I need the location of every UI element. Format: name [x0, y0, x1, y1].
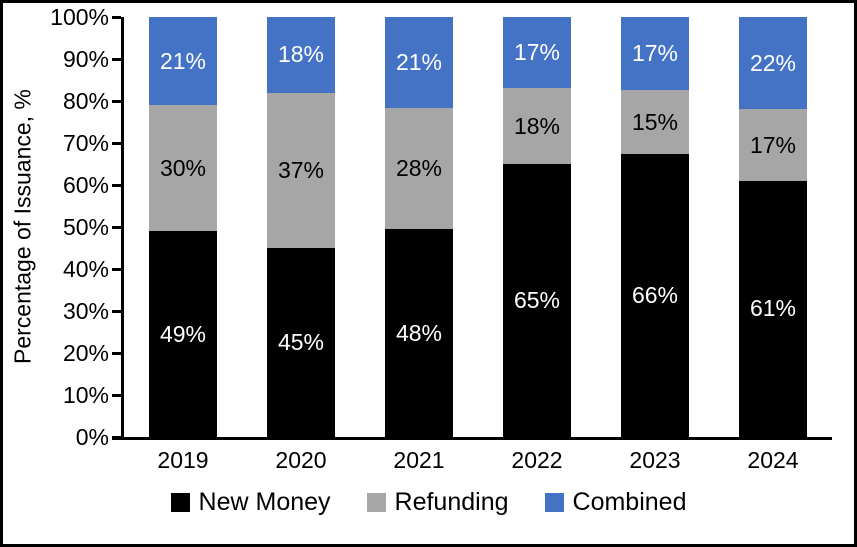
bar-segment-refunding[interactable]: 15% [621, 89, 689, 155]
y-tick-label: 70% [62, 130, 109, 156]
bar-value-label: 17% [631, 39, 679, 66]
bar-column-2023: 66% 15% 17% [596, 17, 714, 437]
y-tick-label: 10% [62, 382, 109, 408]
y-tick-label: 20% [62, 340, 109, 366]
y-tick-mark [112, 310, 121, 313]
bar-segment-combined[interactable]: 17% [503, 17, 571, 89]
legend: New Money Refunding Combined [3, 487, 854, 517]
bar-value-label: 61% [749, 295, 797, 322]
bar-segment-combined[interactable]: 21% [385, 17, 453, 108]
bar-segment-refunding[interactable]: 37% [267, 92, 335, 248]
legend-item-new-money[interactable]: New Money [170, 487, 331, 516]
bar-value-label: 30% [159, 154, 207, 181]
y-tick-label: 60% [62, 172, 109, 198]
x-category-label-2022: 2022 [511, 447, 563, 473]
y-tick-mark [112, 16, 121, 19]
y-axis-line [121, 17, 124, 440]
legend-swatch-combined [544, 492, 564, 512]
y-tick-label: 50% [62, 214, 109, 240]
y-tick-label: 40% [62, 256, 109, 282]
legend-item-combined[interactable]: Combined [544, 487, 687, 516]
x-category-label-2019: 2019 [157, 447, 209, 473]
bar-value-label: 21% [159, 47, 207, 74]
bar-stack-2021: 48% 28% 21% [385, 17, 453, 437]
bar-segment-refunding[interactable]: 18% [503, 88, 571, 164]
y-tick-mark [112, 142, 121, 145]
y-tick-label: 0% [75, 424, 109, 450]
bar-value-label: 28% [395, 155, 443, 182]
bar-value-label: 65% [513, 287, 561, 313]
bar-value-label: 21% [395, 48, 443, 75]
bar-segment-combined[interactable]: 21% [149, 17, 217, 106]
legend-item-refunding[interactable]: Refunding [366, 487, 509, 516]
y-tick-label: 90% [62, 46, 109, 72]
legend-label: New Money [198, 487, 331, 516]
bar-value-label: 37% [277, 156, 325, 183]
y-tick-label: 80% [62, 88, 109, 114]
bar-segment-combined[interactable]: 17% [621, 17, 689, 90]
bar-segment-refunding[interactable]: 30% [149, 105, 217, 232]
bar-stack-2024: 61% 17% 22% [739, 17, 807, 437]
plot-area: 49% 30% 21% 45% 37% 18% 48% 28% 21% 65% 18% 17% 66% 1… [124, 17, 832, 437]
bar-value-label: 48% [395, 319, 443, 346]
bar-segment-new-money[interactable]: 65% [503, 164, 571, 437]
y-tick-mark [112, 184, 121, 187]
bar-column-2020: 45% 37% 18% [242, 17, 360, 437]
bar-stack-2022: 65% 18% 17% [503, 17, 571, 437]
y-tick-mark [112, 268, 121, 271]
bar-value-label: 17% [749, 131, 797, 158]
bar-value-label: 15% [631, 108, 679, 135]
legend-swatch-refunding [366, 492, 386, 512]
x-category-label-2020: 2020 [275, 447, 327, 473]
bar-column-2021: 48% 28% 21% [360, 17, 478, 437]
legend-label: Refunding [394, 487, 509, 516]
bar-segment-new-money[interactable]: 49% [149, 231, 217, 437]
bar-column-2024: 61% 17% 22% [714, 17, 832, 437]
x-axis-labels: 2019 2020 2021 2022 2023 2024 [124, 446, 832, 474]
bar-value-label: 49% [159, 320, 207, 347]
y-tick-label: 100% [50, 4, 109, 30]
y-tick-mark [112, 394, 121, 397]
x-axis-line [112, 437, 832, 440]
x-category-label-2024: 2024 [747, 447, 799, 473]
bar-column-2022: 65% 18% 17% [478, 17, 596, 437]
bar-stack-2020: 45% 37% 18% [267, 17, 335, 437]
x-category-label-2021: 2021 [393, 447, 445, 473]
bar-value-label: 45% [277, 329, 325, 355]
legend-swatch-new-money [170, 492, 190, 512]
bar-value-label: 22% [749, 49, 797, 76]
bar-segment-combined[interactable]: 18% [267, 17, 335, 93]
legend-label: Combined [572, 487, 687, 516]
bar-segment-new-money[interactable]: 45% [267, 248, 335, 437]
bar-segment-new-money[interactable]: 61% [739, 180, 807, 437]
bar-column-2019: 49% 30% 21% [124, 17, 242, 437]
bar-segment-new-money[interactable]: 66% [621, 154, 689, 437]
bar-stack-2023: 66% 15% 17% [621, 17, 689, 437]
bar-value-label: 17% [513, 39, 561, 66]
bar-segment-refunding[interactable]: 17% [739, 109, 807, 181]
y-tick-label: 30% [62, 298, 109, 324]
y-tick-mark [112, 100, 121, 103]
y-tick-mark [112, 352, 121, 355]
y-tick-mark [112, 58, 121, 61]
y-tick-mark [112, 436, 121, 439]
bar-value-label: 66% [631, 282, 679, 309]
bar-value-label: 18% [277, 41, 325, 68]
x-category-label-2023: 2023 [629, 447, 681, 473]
bar-segment-refunding[interactable]: 28% [385, 107, 453, 230]
bar-segment-new-money[interactable]: 48% [385, 229, 453, 437]
bar-value-label: 18% [513, 112, 561, 139]
y-tick-mark [112, 226, 121, 229]
bar-stack-2019: 49% 30% 21% [149, 17, 217, 437]
bar-segment-combined[interactable]: 22% [739, 17, 807, 110]
